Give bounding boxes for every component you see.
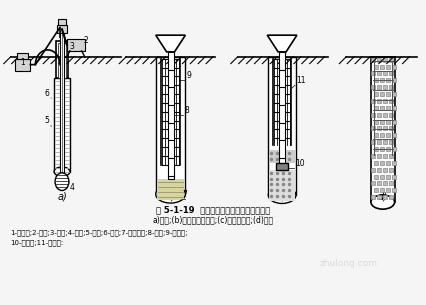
Bar <box>269 170 295 201</box>
Ellipse shape <box>55 173 69 191</box>
Ellipse shape <box>268 187 296 203</box>
Ellipse shape <box>54 167 70 176</box>
Text: 1-泥浆泵;2-钻机;3-护筒;4-钻头;5-钻杆;6-泥浆;7-沉淀泥浆;8-导管;9-钢筋笼;: 1-泥浆泵;2-钻机;3-护筒;4-钻头;5-钻杆;6-泥浆;7-沉淀泥浆;8-… <box>11 229 188 236</box>
Bar <box>279 52 285 170</box>
Bar <box>55 41 69 78</box>
Bar <box>167 52 173 180</box>
Bar <box>268 57 296 195</box>
Bar <box>57 25 67 33</box>
Bar <box>17 53 29 59</box>
Bar <box>269 150 295 163</box>
Text: 9: 9 <box>186 71 191 81</box>
Text: 10: 10 <box>295 159 305 168</box>
Text: b): b) <box>166 191 176 201</box>
Text: a): a) <box>57 191 67 201</box>
Text: c): c) <box>277 191 287 201</box>
Ellipse shape <box>371 195 394 209</box>
Bar <box>14 59 30 70</box>
Bar <box>60 33 64 173</box>
Text: 5: 5 <box>44 116 49 124</box>
Text: 11: 11 <box>296 76 305 85</box>
Bar <box>156 57 185 194</box>
Polygon shape <box>156 35 185 52</box>
Bar <box>157 180 184 200</box>
Text: 1: 1 <box>20 58 25 66</box>
Text: 4: 4 <box>70 182 75 192</box>
Text: 10-隔水器;11-混凝土:: 10-隔水器;11-混凝土: <box>11 239 64 246</box>
Bar <box>371 57 394 202</box>
Polygon shape <box>267 35 297 52</box>
Text: zhulong.com: zhulong.com <box>319 259 377 268</box>
Bar <box>54 78 70 172</box>
Text: 7: 7 <box>182 190 187 199</box>
Bar <box>58 43 66 78</box>
Text: 图 5-1-19  泥浆护壁钻孔灌注桩施工顺序图: 图 5-1-19 泥浆护壁钻孔灌注桩施工顺序图 <box>156 205 270 214</box>
Text: 3: 3 <box>70 42 75 51</box>
Text: 6: 6 <box>44 89 49 98</box>
Ellipse shape <box>156 185 185 203</box>
Bar <box>58 20 66 25</box>
Bar <box>67 39 85 51</box>
Text: d): d) <box>378 191 388 201</box>
Bar <box>276 163 288 170</box>
Text: 2: 2 <box>83 36 89 45</box>
Text: a)钻孔;(b)下钢筋笼及导管;(c)灌注混凝土;(d)成桩: a)钻孔;(b)下钢筋笼及导管;(c)灌注混凝土;(d)成桩 <box>153 216 273 225</box>
Text: 8: 8 <box>184 106 189 115</box>
